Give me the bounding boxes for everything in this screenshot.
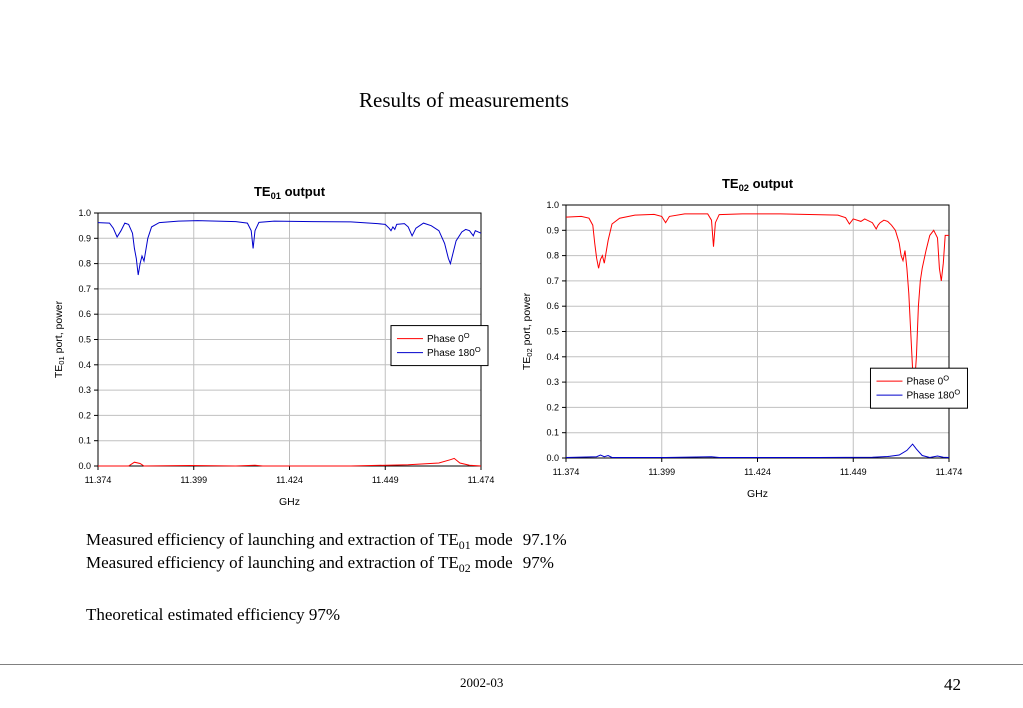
y-tick-label: 0.4 [546, 352, 559, 362]
chart-title: TE01 output [254, 184, 326, 201]
x-tick-label: 11.399 [180, 475, 207, 485]
y-axis-label-main: TE [53, 365, 65, 378]
chart-title-rest: output [281, 184, 326, 199]
y-tick-label: 0.2 [546, 402, 559, 412]
legend-entry: Phase 0O [906, 374, 949, 388]
legend-entry-name: Phase 0 [427, 334, 464, 345]
chart-title-sub: 01 [271, 191, 281, 201]
y-tick-label: 0.2 [78, 410, 91, 420]
legend-entry-name: Phase 180 [427, 348, 475, 359]
y-tick-label: 0.1 [78, 436, 91, 446]
footer-date: 2002-03 [460, 675, 504, 690]
result-line-te02: Measured efficiency of launching and ext… [86, 551, 567, 574]
y-tick-label: 0.9 [546, 225, 559, 235]
x-tick-label: 11.474 [468, 475, 495, 485]
x-tick-label: 11.449 [372, 475, 399, 485]
x-axis-label: GHz [279, 496, 300, 508]
y-axis-label-main: TE [521, 357, 533, 370]
y-axis-label-rest: port, power [521, 292, 533, 348]
y-tick-label: 0.3 [78, 385, 91, 395]
y-tick-label: 0.6 [546, 301, 559, 311]
te02-output-chart: TE02 output0.00.10.20.30.40.50.60.70.80.… [521, 176, 968, 500]
x-tick-label: 11.399 [648, 467, 675, 477]
result-line-te01: Measured efficiency of launching and ext… [86, 528, 567, 551]
series-line-phase-0 [98, 457, 482, 467]
y-tick-label: 1.0 [546, 200, 559, 210]
y-axis-label: TE02 port, power [521, 292, 534, 370]
result-value: 97.1% [522, 530, 567, 549]
y-tick-label: 0.0 [546, 453, 559, 463]
series-line-phase-180 [565, 443, 950, 459]
result-text: Measured efficiency of launching and ext… [86, 553, 459, 572]
page-title: Results of measurements [359, 88, 569, 112]
x-tick-label: 11.449 [840, 467, 867, 477]
result-mode: mode [470, 530, 513, 549]
y-tick-label: 0.9 [78, 233, 91, 243]
chart-title-main: TE [722, 176, 739, 191]
y-tick-label: 0.6 [78, 309, 91, 319]
theoretical-efficiency: Theoretical estimated efficiency 97% [86, 605, 341, 624]
chart-title-sub: 02 [739, 183, 749, 193]
legend-entry-name: Phase 180 [906, 391, 954, 402]
y-tick-label: 0.3 [546, 377, 559, 387]
result-mode: mode [470, 553, 513, 572]
grid [565, 204, 950, 459]
page-number: 42 [944, 675, 961, 694]
legend-entry-sup: O [954, 388, 960, 397]
legend-entry-sup: O [475, 345, 481, 354]
y-axis-label-sub: 02 [525, 348, 534, 356]
legend-entry-sup: O [464, 331, 470, 340]
chart-title: TE02 output [722, 176, 794, 193]
legend-box [869, 367, 968, 409]
y-tick-label: 0.8 [78, 259, 91, 269]
result-subscript: 02 [458, 561, 471, 576]
y-axis-label: TE01 port, power [53, 300, 66, 378]
x-tick-label: 11.474 [936, 467, 963, 477]
result-subscript: 01 [458, 538, 471, 553]
x-tick-label: 11.374 [85, 475, 112, 485]
legend-entry: Phase 0O [427, 331, 470, 345]
series-line-phase-180 [97, 220, 482, 276]
legend-entry: Phase 180O [906, 388, 960, 402]
chart-title-main: TE [254, 184, 271, 199]
legend-entry: Phase 180O [427, 345, 481, 359]
y-tick-label: 0.5 [78, 335, 91, 345]
chart-title-rest: output [749, 176, 794, 191]
results-block: Measured efficiency of launching and ext… [86, 528, 567, 574]
y-tick-label: 0.1 [546, 428, 559, 438]
x-axis-label: GHz [747, 488, 768, 500]
y-axis-label-rest: port, power [53, 300, 65, 356]
y-tick-label: 0.7 [78, 284, 91, 294]
series-line-phase-0 [565, 213, 949, 385]
result-text: Measured efficiency of launching and ext… [86, 530, 459, 549]
legend-entry-sup: O [943, 374, 949, 383]
x-tick-label: 11.424 [276, 475, 303, 485]
legend-box [390, 325, 489, 367]
y-tick-label: 1.0 [78, 208, 91, 218]
x-tick-label: 11.374 [553, 467, 580, 477]
legend-entry-name: Phase 0 [906, 377, 943, 388]
y-tick-label: 0.4 [78, 360, 91, 370]
result-value: 97% [522, 553, 554, 572]
y-axis-label-sub: 01 [57, 356, 66, 364]
footer-divider [0, 664, 1023, 665]
y-tick-label: 0.0 [78, 461, 91, 471]
te01-output-chart: TE01 output0.00.10.20.30.40.50.60.70.80.… [53, 184, 495, 508]
x-tick-label: 11.424 [744, 467, 771, 477]
y-tick-label: 0.8 [546, 251, 559, 261]
y-tick-label: 0.7 [546, 276, 559, 286]
y-tick-label: 0.5 [546, 327, 559, 337]
